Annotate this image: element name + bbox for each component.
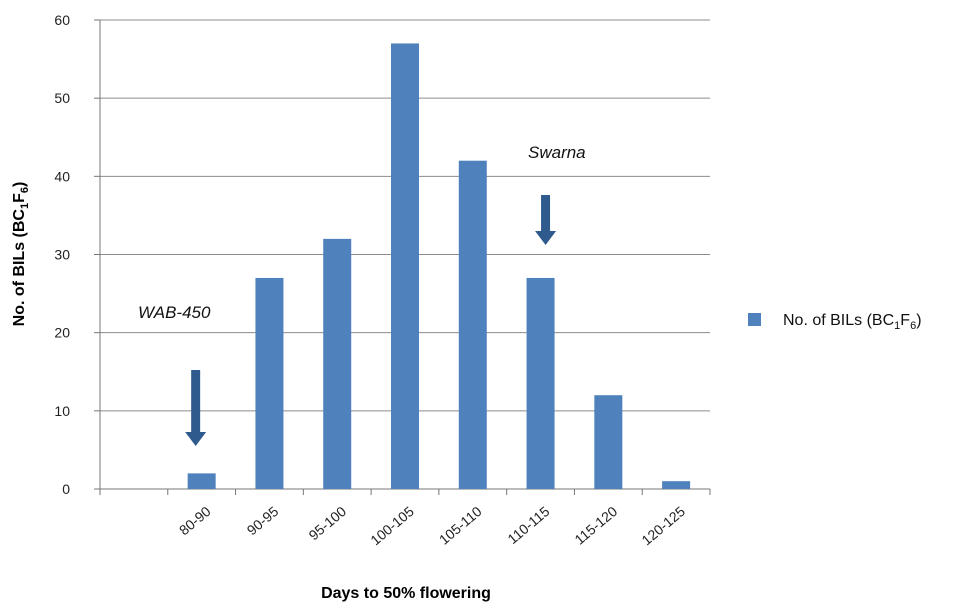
x-tick-label: 115-120 (571, 503, 620, 548)
legend-label: No. of BILs (BC1F6) (783, 312, 922, 332)
bar-90-95 (255, 277, 284, 489)
y-tick-labels: 0 10 20 30 40 50 60 (54, 12, 70, 497)
x-tick-label: 110-115 (504, 503, 552, 547)
bar-95-100 (323, 238, 352, 489)
y-tick-label: 50 (54, 90, 70, 106)
x-tick-label: 120-125 (638, 503, 688, 548)
annotation-wab-450: WAB-450 (138, 303, 211, 322)
bar-100-105 (391, 43, 419, 489)
y-tick-label: 0 (62, 481, 70, 497)
y-tick-label: 30 (54, 247, 70, 263)
y-tick-label: 10 (54, 403, 70, 419)
x-tick-labels: 80-90 90-95 95-100 100-105 105-110 110-115 115… (176, 503, 688, 548)
bar-120-125 (662, 481, 691, 489)
x-tick-label: 90-95 (244, 503, 282, 538)
legend: No. of BILs (BC1F6) (748, 312, 922, 332)
x-tick-label: 105-110 (436, 503, 485, 548)
y-tick-label: 20 (54, 325, 70, 341)
bar-110-115 (526, 277, 555, 489)
arrow-down-icon (535, 195, 557, 245)
bars (187, 43, 691, 489)
y-axis-title: No. of BILs (BC1F6) (11, 182, 31, 327)
annotation-swarna: Swarna (528, 143, 586, 162)
bar-105-110 (458, 160, 487, 489)
legend-swatch (748, 313, 761, 326)
x-tick-label: 80-90 (176, 503, 214, 538)
x-tick-label: 95-100 (305, 503, 349, 543)
y-tick-label: 40 (54, 168, 70, 184)
bar-80-90 (187, 473, 216, 489)
bar-115-120 (594, 395, 623, 489)
arrow-down-icon (185, 370, 207, 446)
annotation-arrows (185, 195, 557, 446)
x-axis-title: Days to 50% flowering (321, 585, 491, 602)
y-tick-label: 60 (54, 12, 70, 28)
x-tick-label: 100-105 (367, 503, 417, 548)
